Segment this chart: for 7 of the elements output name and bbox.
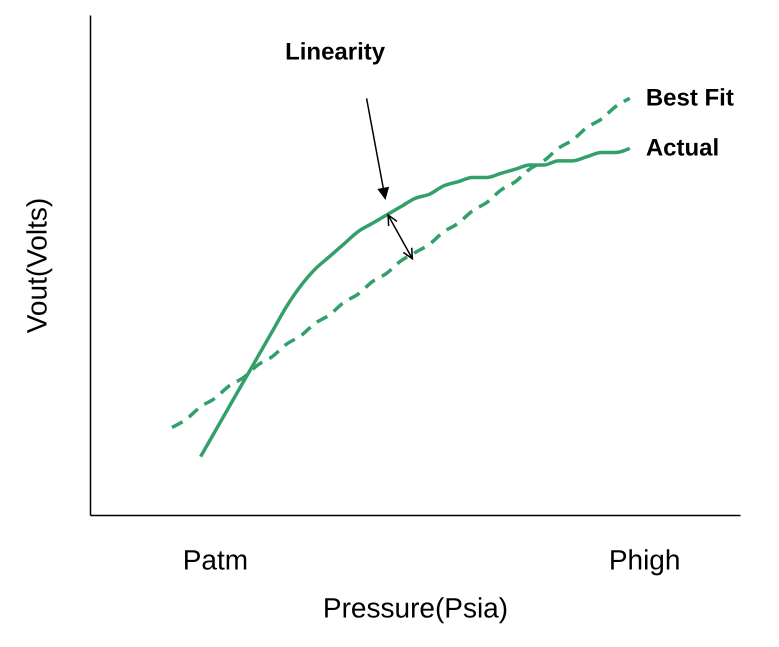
text: Linearity [285, 38, 386, 66]
x-tick-label: Phigh [608, 544, 680, 576]
x-tick-label: Patm [182, 544, 248, 576]
y-axis-title: Vout(Volts) [22, 198, 52, 334]
series-label: Actual [646, 134, 720, 162]
x-axis-title: Pressure(Psia) [322, 592, 508, 624]
series-label: Best Fit [646, 84, 734, 112]
